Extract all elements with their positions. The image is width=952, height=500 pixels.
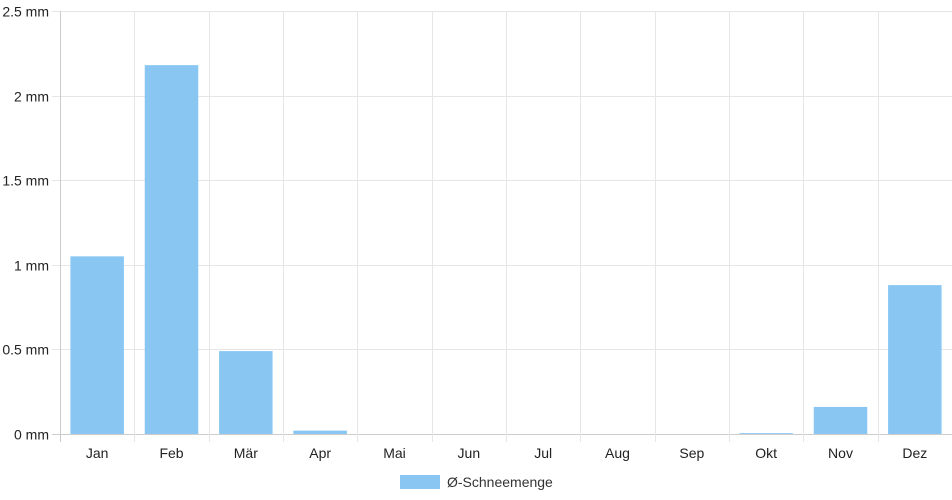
bar-dez[interactable] [888, 285, 942, 434]
bars-layer [70, 65, 942, 435]
x-tick-label: Jul [534, 445, 552, 461]
x-tick-label: Jun [458, 445, 481, 461]
x-tick-label: Mär [234, 445, 258, 461]
y-tick-label: 1 mm [14, 258, 49, 274]
x-tick-label: Mai [383, 445, 406, 461]
x-tick-label: Aug [605, 445, 630, 461]
bar-feb[interactable] [144, 65, 199, 435]
bar-apr[interactable] [293, 430, 347, 434]
x-tick-label: Apr [309, 445, 331, 461]
bar-mär[interactable] [219, 351, 273, 434]
y-tick-label: 2 mm [14, 89, 49, 105]
x-tick-label: Jan [86, 445, 109, 461]
x-tick-label: Sep [679, 445, 704, 461]
legend[interactable]: Ø-Schneemenge [400, 474, 553, 490]
x-tick-label: Nov [828, 445, 853, 461]
y-tick-label: 2.5 mm [2, 4, 49, 20]
legend-label: Ø-Schneemenge [447, 474, 553, 490]
bar-nov[interactable] [813, 406, 868, 434]
x-tick-label: Okt [755, 445, 777, 461]
x-tick-label: Dez [902, 445, 927, 461]
y-tick-label: 1.5 mm [2, 173, 49, 189]
bar-jan[interactable] [70, 256, 124, 434]
x-tick-label: Feb [159, 445, 183, 461]
grid-layer [52, 11, 952, 442]
bar-okt[interactable] [739, 433, 793, 434]
y-tick-label: 0.5 mm [2, 342, 49, 358]
legend-swatch [400, 475, 440, 489]
y-tick-label: 0 mm [14, 427, 49, 443]
x-axis-labels: Jan Feb Mär Apr Mai Jun Jul Aug Sep Okt Nov Dez [86, 445, 927, 461]
y-axis-labels: 0 mm 0.5 mm 1 mm 1.5 mm 2 mm 2.5 mm [2, 4, 49, 443]
